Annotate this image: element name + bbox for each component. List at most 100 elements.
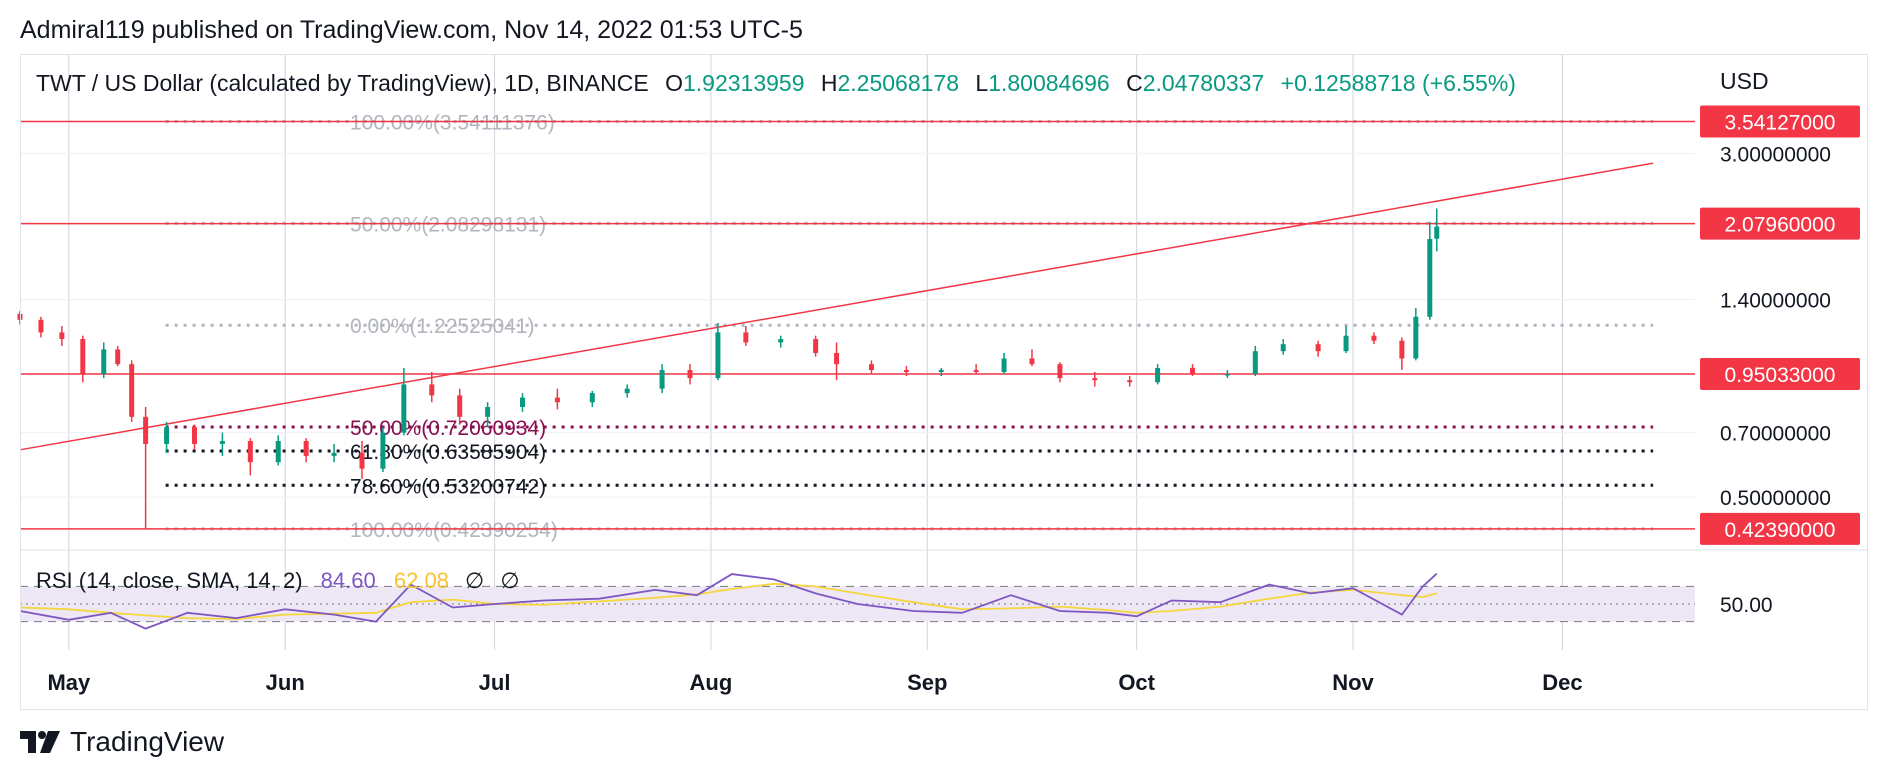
candle-body — [834, 352, 840, 365]
candle-body — [1252, 351, 1258, 375]
price-badge-label: 0.42390000 — [1725, 519, 1836, 542]
candle-body — [219, 441, 225, 444]
footer-brand[interactable]: TradingView — [70, 726, 225, 757]
candle-body — [1057, 364, 1063, 379]
time-axis-label: Sep — [907, 670, 947, 695]
candle-body — [247, 441, 253, 463]
footer: TradingView — [20, 726, 224, 758]
rsi-axis-label: 50.00 — [1720, 594, 1773, 617]
close-value: 2.04780337 — [1142, 70, 1265, 96]
candle-body — [1001, 358, 1007, 373]
price-axis-label: 3.00000000 — [1720, 143, 1831, 166]
rsi-sma-line — [19, 582, 1438, 620]
symbol-legend: TWT / US Dollar (calculated by TradingVi… — [36, 70, 1516, 97]
close-label: C — [1126, 70, 1143, 96]
candle-body — [485, 406, 491, 417]
price-badge — [1700, 105, 1860, 138]
high-label: H — [820, 70, 838, 96]
candle-body — [1155, 368, 1161, 383]
price-badge-label: 2.07960000 — [1725, 214, 1836, 237]
rsi-sma-value: 62.08 — [393, 568, 449, 593]
candle-body — [303, 441, 309, 456]
candle-body — [401, 384, 407, 433]
low-value: 1.80084696 — [988, 70, 1110, 96]
candle-body — [59, 332, 65, 340]
candle-body — [191, 427, 197, 444]
candle-body — [687, 370, 693, 379]
candle-body — [38, 319, 44, 333]
candle-body — [129, 364, 135, 417]
candle-body — [589, 393, 595, 403]
candle-body — [778, 339, 784, 343]
open-value: 1.92313959 — [682, 70, 805, 96]
fib-level-label: 0.00%(1.22525041) — [350, 315, 534, 338]
candle-body — [1127, 380, 1133, 383]
candle-body — [1399, 340, 1405, 359]
symbol-name[interactable]: TWT / US Dollar (calculated by TradingVi… — [36, 70, 649, 96]
candle-body — [554, 397, 560, 403]
candle-body — [903, 370, 909, 373]
price-badge-label: 3.54127000 — [1725, 112, 1836, 135]
candle-body — [659, 370, 665, 389]
candle-body — [429, 384, 435, 396]
tradingview-logo-icon[interactable] — [20, 731, 60, 753]
candle-body — [715, 332, 721, 379]
high-value: 2.25068178 — [837, 70, 960, 96]
candle-body — [1315, 344, 1321, 352]
low-label: L — [975, 70, 989, 96]
price-badge — [1700, 207, 1860, 240]
price-axis-label: 0.70000000 — [1720, 423, 1831, 446]
chart-frame — [20, 54, 1868, 710]
rsi-legend: RSI (14, close, SMA, 14, 2) 84.60 62.08 … — [36, 568, 520, 594]
candle-body — [1092, 378, 1098, 381]
candle-body — [1280, 344, 1286, 352]
candle-body — [80, 339, 86, 375]
fib-level-label: 61.80%(0.63585904) — [350, 441, 546, 464]
currency-label: USD — [1720, 68, 1769, 94]
fib-level-label: 100.00%(0.42390254) — [350, 519, 558, 542]
change-value: +0.12588718 (+6.55%) — [1280, 70, 1516, 96]
candle-body — [743, 332, 749, 343]
candle-body — [1190, 368, 1195, 375]
price-axis-label: 1.40000000 — [1720, 290, 1831, 313]
price-badge — [1700, 357, 1860, 390]
candle-body — [1413, 316, 1419, 359]
time-axis-label: May — [47, 670, 91, 695]
time-axis-label: Aug — [690, 670, 733, 695]
time-axis-label: Oct — [1118, 670, 1155, 695]
time-axis-label: Nov — [1332, 670, 1374, 695]
candle-body — [331, 452, 337, 456]
rsi-line — [19, 572, 1438, 630]
candle-body — [624, 388, 630, 394]
time-axis-label: Jun — [266, 670, 305, 695]
candle-body — [380, 432, 386, 469]
candle-body — [1427, 238, 1433, 317]
candle-body — [1343, 335, 1349, 352]
candle-body — [868, 364, 874, 371]
price-axis-label: 0.50000000 — [1720, 487, 1831, 510]
candle-body — [115, 349, 121, 365]
published-by-text: Admiral119 published on TradingView.com,… — [20, 16, 803, 44]
candle-body — [938, 370, 944, 373]
candle-body — [275, 441, 281, 463]
rsi-na-value-1: ∅ — [465, 568, 485, 593]
time-axis-label: Jul — [479, 670, 511, 695]
candle-body — [1434, 226, 1440, 239]
open-label: O — [665, 70, 683, 96]
fib-level-label: 50.00%(2.08298131) — [350, 213, 546, 236]
candle-body — [457, 395, 463, 417]
rsi-title[interactable]: RSI (14, close, SMA, 14, 2) — [36, 568, 303, 593]
candle-body — [973, 370, 979, 373]
price-badge-label: 0.95033000 — [1725, 364, 1836, 387]
candle-body — [813, 339, 819, 353]
fib-level-label: 50.00%(0.72060934) — [350, 417, 546, 440]
candle-body — [520, 397, 525, 407]
rsi-value: 84.60 — [320, 568, 376, 593]
candle-body — [1029, 358, 1035, 365]
time-axis-label: Dec — [1542, 670, 1582, 695]
candle-body — [1371, 335, 1377, 341]
candle-body — [101, 349, 107, 375]
candle-body — [164, 427, 170, 444]
candle-body — [143, 416, 149, 444]
